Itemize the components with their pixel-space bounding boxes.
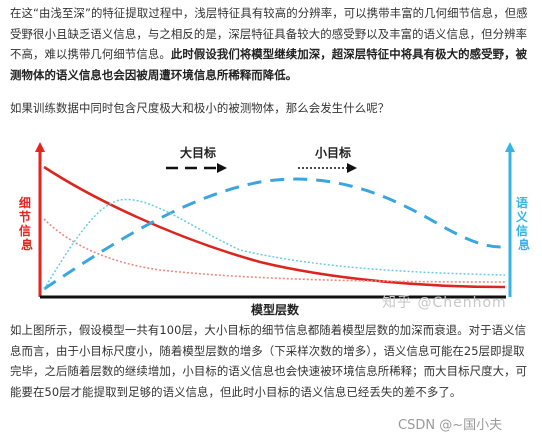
detail-info-label: 细 节 信 息 — [19, 195, 35, 252]
detail-info-char-2: 节 — [19, 209, 31, 224]
information-curve-figure: 大目标 小目标 细 节 信 息 语 义 信 息 模型层数 — [0, 127, 542, 322]
semantic-info-char-1: 语 — [516, 195, 528, 210]
paragraph-feature-depth: 在这“由浅至深”的特征提取过程中，浅层特征具有较高的分辨率，可以携带丰富的几何细… — [10, 3, 532, 85]
semantic-info-label: 语 义 信 息 — [515, 195, 532, 252]
legend-large-label: 大目标 — [180, 145, 216, 160]
x-axis-label: 模型层数 — [251, 302, 300, 317]
paragraph-normal-text: 在这“由浅至深”的特征提取过程中，浅层特征具有较高的分辨率，可以携带丰富的几何细… — [10, 6, 528, 61]
large-target-detail-curve — [43, 165, 506, 289]
semantic-info-char-3: 信 — [516, 223, 528, 238]
detail-info-char-4: 息 — [21, 237, 33, 252]
legend-small-label: 小目标 — [315, 145, 351, 160]
detail-info-char-3: 信 — [19, 223, 31, 238]
paragraph-bold-text: 此时假设我们将模型继续加深，超深层特征中将具有极大的感受野，被测物体的语义信息也… — [10, 47, 528, 82]
paragraph-explanation: 如上图所示，假设模型一共有100层，大小目标的细节信息都随着模型层数的加深而衰退… — [10, 323, 528, 399]
small-target-semantic-curve — [43, 198, 506, 290]
large-target-semantic-curve — [43, 177, 506, 291]
detail-info-char-1: 细 — [19, 195, 31, 210]
semantic-info-char-2: 义 — [515, 209, 529, 224]
zhihu-watermark: 知乎 @Chenhom — [382, 295, 507, 311]
semantic-info-char-4: 息 — [518, 237, 530, 252]
csdn-watermark: CSDN @~国小夫 — [398, 418, 503, 433]
curve-diagram: 大目标 小目标 细 节 信 息 语 义 信 息 模型层数 — [19, 142, 532, 317]
paragraph-question: 如果训练数据中同时包含尺度极大和极小的被测物体，那么会发生什么呢？ — [10, 101, 390, 115]
